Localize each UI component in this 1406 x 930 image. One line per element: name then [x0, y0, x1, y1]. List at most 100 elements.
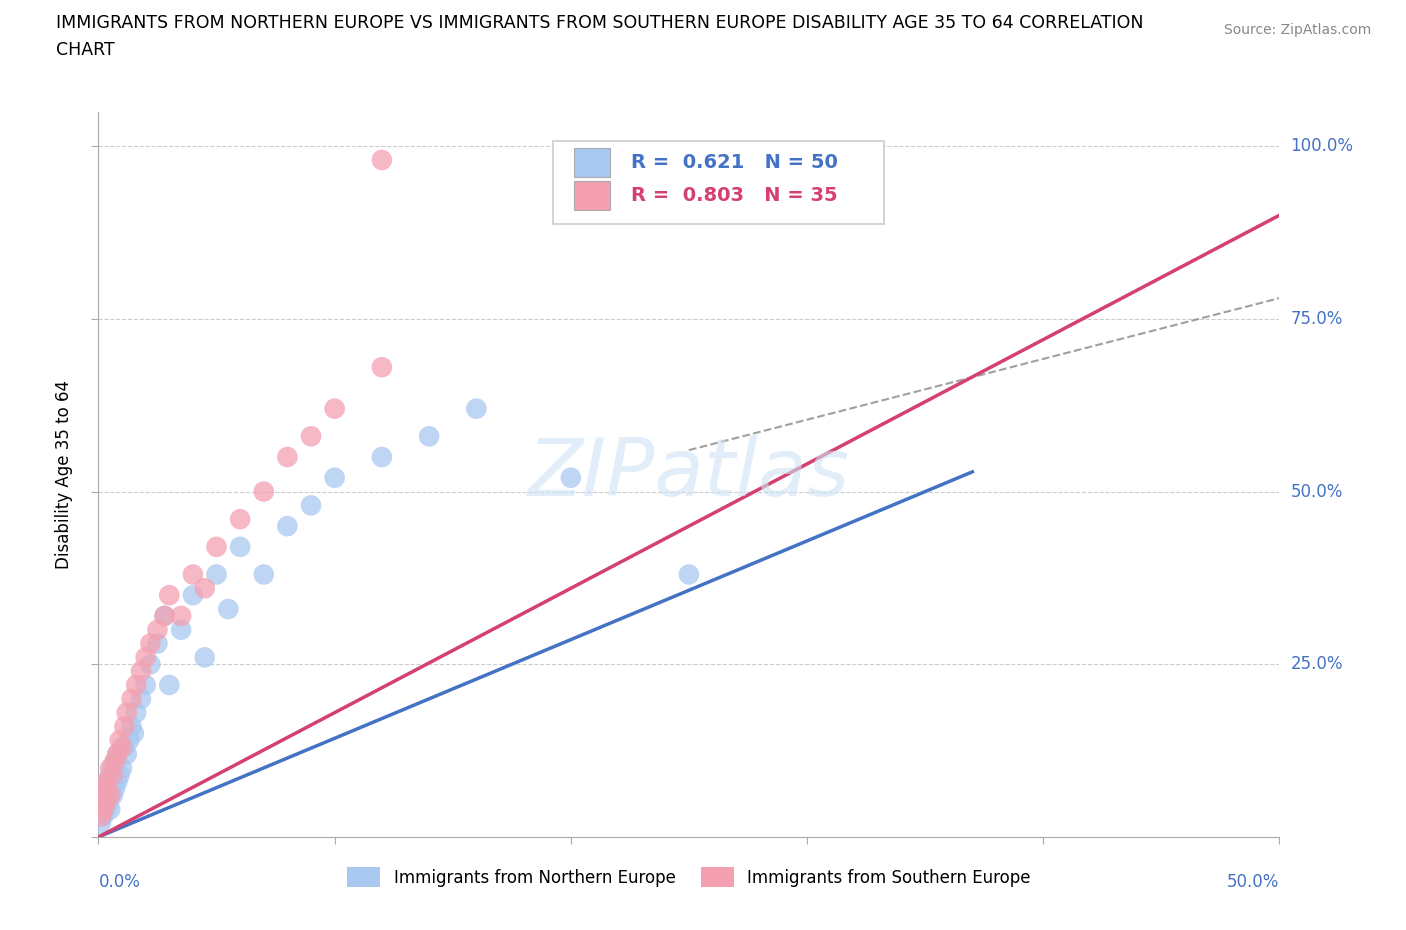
Point	[91, 809, 114, 824]
Point	[139, 636, 162, 651]
Point	[181, 567, 204, 582]
Point	[170, 622, 193, 637]
Point	[146, 622, 169, 637]
Point	[229, 512, 252, 526]
Point	[98, 788, 121, 803]
Point	[205, 539, 228, 554]
Text: IMMIGRANTS FROM NORTHERN EUROPE VS IMMIGRANTS FROM SOUTHERN EUROPE DISABILITY AG: IMMIGRANTS FROM NORTHERN EUROPE VS IMMIG…	[56, 14, 1143, 32]
Point	[94, 795, 117, 810]
Point	[97, 795, 120, 810]
Text: 50.0%: 50.0%	[1291, 483, 1343, 500]
Point	[98, 802, 121, 817]
Point	[153, 608, 176, 623]
Point	[299, 429, 322, 444]
Point	[153, 608, 176, 623]
Point	[91, 788, 114, 803]
Text: 0.0%: 0.0%	[98, 873, 141, 891]
Point	[94, 802, 117, 817]
Point	[98, 767, 121, 782]
Point	[97, 775, 120, 790]
Point	[181, 588, 204, 603]
Point	[217, 602, 239, 617]
Point	[253, 485, 276, 499]
Point	[90, 816, 112, 830]
Text: CHART: CHART	[56, 41, 115, 59]
Point	[678, 567, 700, 582]
Point	[94, 795, 117, 810]
Point	[90, 795, 112, 810]
Point	[465, 401, 488, 416]
Point	[90, 795, 112, 810]
Point	[94, 781, 117, 796]
Point	[135, 678, 157, 693]
Point	[97, 781, 120, 796]
Point	[229, 539, 252, 554]
Point	[105, 747, 128, 762]
FancyBboxPatch shape	[553, 140, 884, 224]
Point	[105, 747, 128, 762]
Point	[157, 588, 180, 603]
Text: ZIPatlas: ZIPatlas	[527, 435, 851, 513]
Point	[112, 739, 135, 754]
Point	[121, 691, 143, 706]
Point	[105, 775, 128, 790]
Point	[90, 802, 112, 817]
Point	[112, 719, 135, 734]
Legend: Immigrants from Northern Europe, Immigrants from Southern Europe: Immigrants from Northern Europe, Immigra…	[340, 860, 1038, 894]
Y-axis label: Disability Age 35 to 64: Disability Age 35 to 64	[55, 379, 73, 569]
Point	[108, 733, 131, 748]
Point	[157, 678, 180, 693]
Point	[146, 636, 169, 651]
Text: 100.0%: 100.0%	[1291, 137, 1354, 155]
Point	[139, 657, 162, 671]
Point	[94, 775, 117, 790]
Point	[299, 498, 322, 512]
Point	[101, 788, 124, 803]
Point	[323, 471, 346, 485]
Point	[108, 767, 131, 782]
Text: R =  0.621   N = 50: R = 0.621 N = 50	[631, 153, 838, 172]
Point	[418, 429, 440, 444]
Point	[111, 761, 134, 776]
Point	[125, 705, 148, 720]
Point	[90, 809, 112, 824]
Text: R =  0.803   N = 35: R = 0.803 N = 35	[631, 185, 838, 205]
Point	[98, 788, 121, 803]
Point	[205, 567, 228, 582]
Point	[101, 761, 124, 776]
Point	[101, 767, 124, 782]
Text: 25.0%: 25.0%	[1291, 656, 1343, 673]
Point	[118, 733, 141, 748]
Point	[129, 664, 152, 679]
Point	[104, 781, 127, 796]
Point	[111, 739, 134, 754]
Text: 50.0%: 50.0%	[1227, 873, 1279, 891]
Point	[371, 153, 394, 167]
Point	[129, 691, 152, 706]
Point	[115, 705, 138, 720]
Point	[323, 401, 346, 416]
Point	[560, 471, 582, 485]
Point	[121, 719, 143, 734]
Text: 75.0%: 75.0%	[1291, 310, 1343, 328]
Point	[91, 781, 114, 796]
FancyBboxPatch shape	[575, 180, 610, 209]
Point	[115, 747, 138, 762]
Point	[104, 753, 127, 768]
Point	[276, 449, 298, 464]
FancyBboxPatch shape	[575, 148, 610, 177]
Point	[104, 753, 127, 768]
Point	[194, 581, 217, 596]
Point	[122, 726, 145, 741]
Point	[91, 802, 114, 817]
Point	[90, 809, 112, 824]
Point	[125, 678, 148, 693]
Point	[253, 567, 276, 582]
Point	[371, 449, 394, 464]
Text: Source: ZipAtlas.com: Source: ZipAtlas.com	[1223, 23, 1371, 37]
Point	[91, 802, 114, 817]
Point	[135, 650, 157, 665]
Point	[170, 608, 193, 623]
Point	[276, 519, 298, 534]
Point	[194, 650, 217, 665]
